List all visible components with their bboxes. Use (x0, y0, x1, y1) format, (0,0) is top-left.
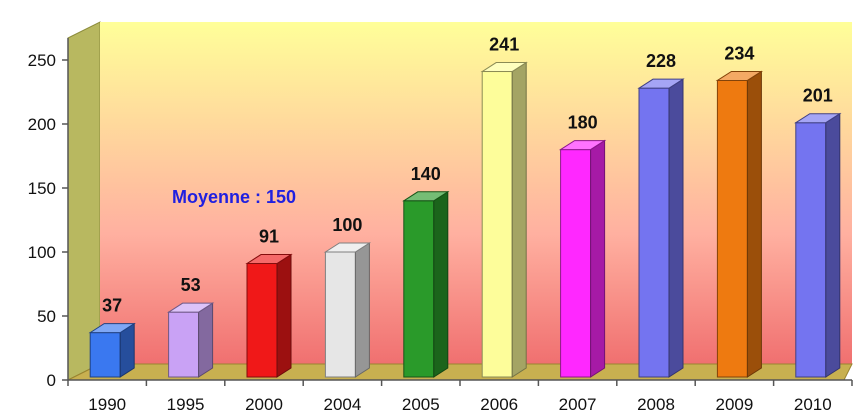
bar-front (403, 200, 435, 378)
y-tick-label: 0 (47, 371, 56, 390)
bar-top (480, 62, 528, 73)
x-tick-label-1995: 1995 (167, 395, 205, 414)
x-tick-label-2006: 2006 (480, 395, 518, 414)
y-tick-label: 250 (28, 51, 56, 70)
data-label-2005: 140 (411, 164, 441, 184)
x-tick-label-2004: 2004 (323, 395, 361, 414)
bar-front (481, 71, 513, 378)
y-tick-label: 50 (37, 307, 56, 326)
bar-front (324, 251, 356, 378)
bar-top (323, 242, 372, 253)
y-tick-label: 200 (28, 115, 56, 134)
side-wall (67, 21, 101, 381)
bar-front (560, 149, 592, 378)
bar-2000 (245, 253, 293, 378)
bar-top (245, 254, 293, 265)
bar-front (638, 87, 670, 378)
bar-top (402, 191, 450, 202)
bar-top (558, 140, 607, 151)
bar-side (433, 190, 449, 378)
data-label-2010: 201 (803, 86, 833, 106)
x-tick-label-2007: 2007 (559, 395, 597, 414)
bar-side (276, 253, 292, 378)
bar-2008 (637, 78, 685, 378)
data-label-1990: 37 (102, 296, 122, 316)
data-label-1995: 53 (181, 275, 201, 295)
bar-2006 (480, 61, 528, 378)
bar-side (668, 78, 684, 378)
bar-side (511, 61, 527, 378)
bar-2009 (715, 70, 764, 378)
bar-front (246, 263, 278, 378)
bar-side (825, 112, 841, 378)
bar-side (354, 242, 370, 378)
x-tick-label-2010: 2010 (794, 395, 832, 414)
data-label-2006: 241 (489, 35, 519, 55)
bar-side (746, 70, 762, 378)
data-label-2004: 100 (332, 215, 362, 235)
bar-top (88, 323, 136, 334)
average-annotation: Moyenne : 150 (172, 187, 296, 207)
bars (88, 61, 842, 378)
bar-front (716, 79, 748, 378)
bar-2004 (323, 242, 372, 378)
labels: 37 1990 53 1995 91 2000 100 2004 140 2005 241 2006 1… (88, 35, 833, 414)
y-tick-label: 100 (28, 243, 56, 262)
data-label-2008: 228 (646, 51, 676, 71)
bar-2005 (402, 190, 450, 378)
x-tick-label-1990: 1990 (88, 395, 126, 414)
y-tick-label: 150 (28, 179, 56, 198)
bar-front (168, 311, 200, 378)
bar-1995 (166, 302, 215, 378)
axes: 0 50 100 150 200 250 (28, 38, 853, 390)
bar-front (89, 332, 121, 378)
data-label-2009: 234 (724, 43, 754, 63)
data-label-2000: 91 (259, 227, 279, 247)
bar-1990 (88, 322, 136, 378)
bar-2010 (794, 112, 842, 378)
x-tick-label-2008: 2008 (637, 395, 675, 414)
bar-top (166, 302, 215, 313)
bar-side (590, 139, 606, 378)
x-tick-label-2005: 2005 (402, 395, 440, 414)
bar-side (198, 302, 214, 378)
bar-top (637, 78, 685, 89)
bar-top (794, 113, 842, 124)
bar-2007 (558, 139, 607, 378)
x-tick-label-2000: 2000 (245, 395, 283, 414)
bar-front (795, 122, 827, 378)
x-tick-label-2009: 2009 (715, 395, 753, 414)
bar-top (715, 70, 764, 81)
data-label-2007: 180 (568, 113, 598, 133)
